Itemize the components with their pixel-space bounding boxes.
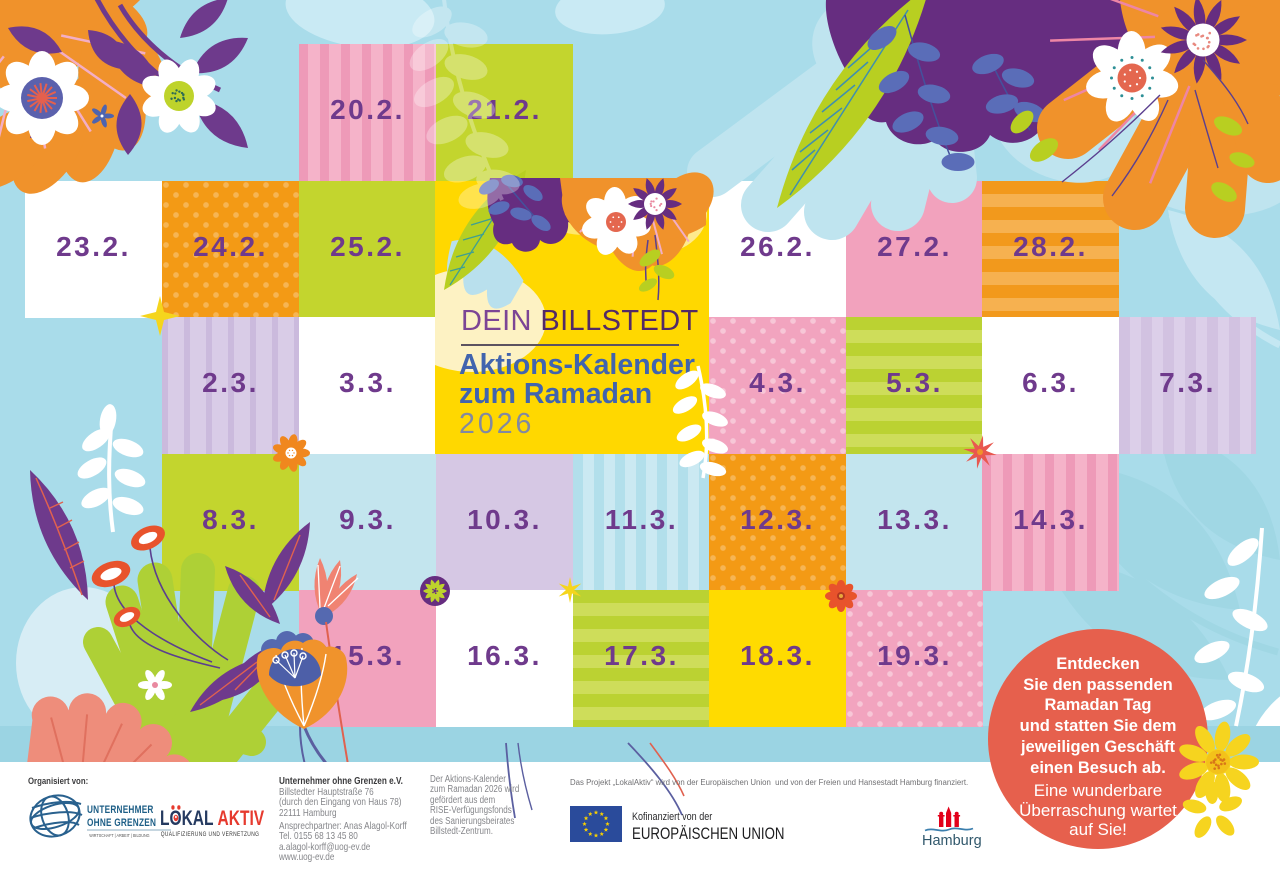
- svg-text:UNTERNEHMER: UNTERNEHMER: [87, 804, 154, 816]
- svg-text:Hamburg: Hamburg: [922, 833, 982, 848]
- svg-text:LOKAL AKTIV: LOKAL AKTIV: [160, 806, 265, 830]
- svg-text:OHNE GRENZEN: OHNE GRENZEN: [87, 817, 156, 829]
- svg-text:WIRTSCHAFT | ARBEIT | BILDUNG: WIRTSCHAFT | ARBEIT | BILDUNG: [89, 832, 150, 838]
- svg-text:QUALIFIZIERUNG UND VERNETZUNG: QUALIFIZIERUNG UND VERNETZUNG: [161, 831, 260, 838]
